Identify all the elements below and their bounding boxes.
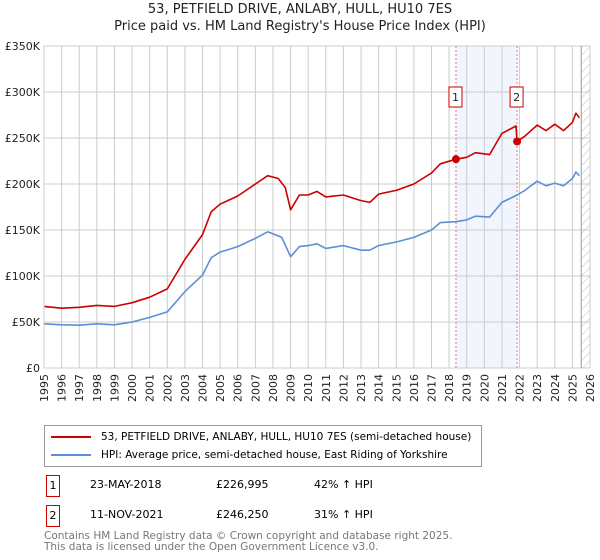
sale-row-2: 2 11-NOV-2021 £246,250 31% ↑ HPI [44,505,544,527]
x-tick-label: 2010 [302,374,315,402]
legend-swatch-property [51,436,91,438]
chart-subtitle: Price paid vs. HM Land Registry's House … [114,19,486,34]
x-tick-label: 2005 [214,374,227,402]
x-tick-label: 1995 [38,374,51,402]
sale-row-1: 1 23-MAY-2018 £226,995 42% ↑ HPI [44,475,544,497]
footer-line-1: Contains HM Land Registry data © Crown c… [44,530,453,542]
x-tick-label: 2020 [478,374,491,402]
sale-hpi-diff: 31% ↑ HPI [314,508,373,521]
x-tick-label: 2026 [584,374,597,402]
x-tick-label: 2015 [390,374,403,402]
sale-label: 1 [452,91,459,104]
x-tick-label: 2014 [373,374,386,402]
x-tick-label: 2021 [496,374,509,402]
x-tick-label: 2019 [461,374,474,402]
x-tick-label: 2007 [249,374,262,402]
y-tick-label: £200K [5,178,41,191]
sale-point [513,137,522,146]
y-tick-label: £250K [5,132,41,145]
y-tick-label: £300K [5,86,41,99]
chart-title: 53, PETFIELD DRIVE, ANLABY, HULL, HU10 7… [147,2,453,17]
sale-date: 11-NOV-2021 [90,508,164,521]
sale-marker-badge: 2 [46,505,60,527]
footer: Contains HM Land Registry data © Crown c… [44,531,452,553]
sale-hpi-diff: 42% ↑ HPI [314,478,373,491]
x-tick-label: 2013 [355,374,368,402]
sale-price: £226,995 [216,478,269,491]
x-tick-label: 2012 [337,374,350,402]
sale-price: £246,250 [216,508,269,521]
sale-point [451,155,460,164]
y-tick-label: £350K [5,40,41,53]
sale-label-box [448,86,463,108]
sale-period-shade [455,46,518,368]
legend: 53, PETFIELD DRIVE, ANLABY, HULL, HU10 7… [44,425,482,467]
x-tick-label: 2004 [197,374,210,402]
x-tick-label: 2023 [531,374,544,402]
property-series-line [43,112,581,310]
y-tick-label: £150K [5,224,41,237]
x-tick-label: 1998 [91,374,104,402]
sale-date: 23-MAY-2018 [90,478,162,491]
sale-label-box [509,86,524,108]
sale-marker-badge: 1 [46,475,60,497]
x-tick-label: 2024 [549,374,562,402]
footer-line-2: This data is licensed under the Open Gov… [44,541,379,553]
legend-label-property: 53, PETFIELD DRIVE, ANLABY, HULL, HU10 7… [101,431,472,443]
x-tick-label: 2025 [566,374,579,402]
x-tick-label: 2003 [179,374,192,402]
sale-label: 2 [513,91,520,104]
legend-swatch-hpi [51,454,91,456]
x-tick-label: 1996 [56,374,69,402]
legend-label-hpi: HPI: Average price, semi-detached house,… [101,449,448,461]
x-tick-label: 2022 [514,374,527,402]
x-tick-label: 2016 [408,374,421,402]
x-tick-label: 2000 [126,374,139,402]
x-tick-label: 2018 [443,374,456,402]
y-tick-label: £50K [12,316,41,329]
price-chart: 1995 1996 1997 1998 1999 2000 2001 2002 2003 2004… [5,40,597,402]
x-tick-label: 2001 [144,374,157,402]
x-tick-label: 1999 [108,374,121,402]
y-tick-label: £100K [5,270,41,283]
x-tick-label: 2009 [285,374,298,402]
hpi-series-line [43,171,580,327]
x-tick-label: 2017 [425,374,438,402]
x-tick-label: 2011 [320,374,333,402]
x-tick-label: 1997 [73,374,86,402]
y-tick-label: £0 [26,362,40,375]
x-tick-label: 2002 [161,374,174,402]
x-tick-label: 2006 [232,374,245,402]
forecast-hatch [581,46,590,368]
x-tick-label: 2008 [267,374,280,402]
